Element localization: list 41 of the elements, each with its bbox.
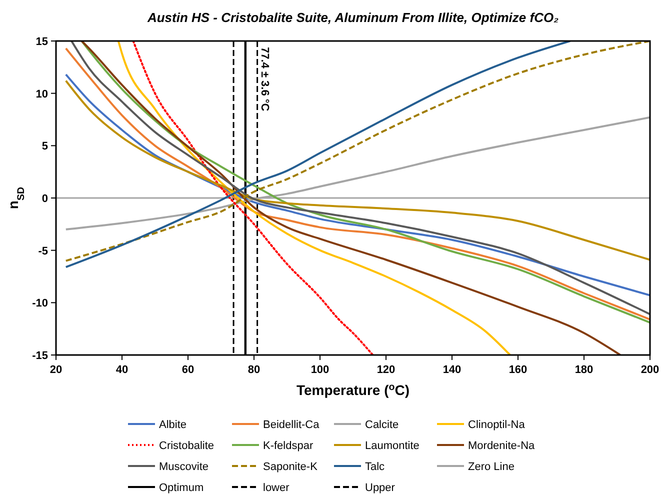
legend-label: Beidellit-Ca xyxy=(263,419,320,431)
legend-label: Laumontite xyxy=(365,440,420,452)
legend-label: Saponite-K xyxy=(263,461,318,473)
x-axis-title: Temperature ($^{o}$C) xyxy=(296,382,410,398)
legend-label: Zero Line xyxy=(468,461,514,473)
legend-label: Cristobalite xyxy=(159,440,214,452)
legend-label: Mordenite-Na xyxy=(468,440,536,452)
y-tick-label: -10 xyxy=(32,298,48,310)
legend-label: K-feldspar xyxy=(263,440,314,452)
legend-label: Clinoptil-Na xyxy=(468,419,526,431)
legend-label: Muscovite xyxy=(159,461,209,473)
legend-label: Talc xyxy=(365,461,386,473)
annotation: 77.4 ± 3.6 °C xyxy=(258,47,270,112)
x-tick-label: 140 xyxy=(442,364,462,376)
legend-label: lower xyxy=(263,482,290,494)
y-tick-label: 5 xyxy=(42,140,48,153)
x-tick-label: 100 xyxy=(310,364,330,376)
x-tick-label: 60 xyxy=(182,364,194,376)
line-series xyxy=(132,41,374,355)
legend-label: Upper xyxy=(365,482,396,494)
x-tick-label: 160 xyxy=(508,364,528,376)
line-series xyxy=(64,41,572,268)
y-tick-label: 10 xyxy=(36,88,48,100)
chart-title: Austin HS - Cristobalite Suite, Aluminum From Illite, Optimize fCO₂ xyxy=(146,10,559,25)
x-tick-label: 40 xyxy=(116,364,128,376)
line-series xyxy=(117,41,512,355)
x-tick-label: 120 xyxy=(376,364,396,376)
x-tick-label: 80 xyxy=(248,364,260,376)
y-tick-label: 0 xyxy=(42,193,48,205)
line-series xyxy=(64,80,650,261)
legend-label: Albite xyxy=(159,419,187,431)
y-tick-label: 15 xyxy=(36,36,48,48)
x-tick-label: 20 xyxy=(50,364,62,376)
legend-label: Optimum xyxy=(159,482,204,494)
x-tick-label: 180 xyxy=(574,364,594,376)
y-tick-label: -15 xyxy=(32,350,48,362)
x-tick-label: 200 xyxy=(640,364,660,376)
y-tick-label: -5 xyxy=(38,245,48,258)
line-series xyxy=(64,73,650,296)
legend-label: Calcite xyxy=(365,419,399,431)
line-series xyxy=(64,41,650,262)
